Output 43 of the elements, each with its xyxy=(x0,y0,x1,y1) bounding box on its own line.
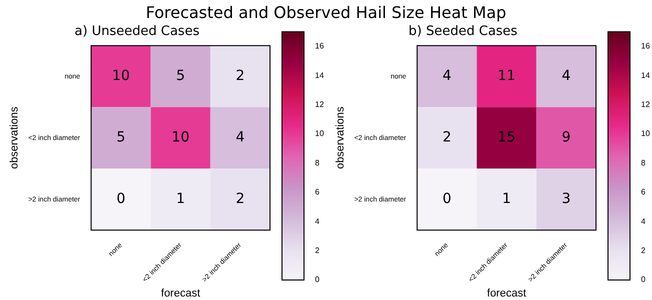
chart-title: a) Unseeded Cases xyxy=(74,24,200,40)
data-label: 1 xyxy=(176,191,186,208)
color-bar-label: 14 xyxy=(315,70,324,80)
data-label: 3 xyxy=(562,191,571,208)
data-label: 9 xyxy=(562,130,571,146)
color-bar-label: 4 xyxy=(315,216,320,226)
data-label: 10 xyxy=(112,68,130,84)
color-bar-label: 2 xyxy=(641,246,646,256)
color-bar-label: 4 xyxy=(641,216,646,226)
color-bar-label: 6 xyxy=(315,188,320,197)
data-label: 2 xyxy=(236,191,245,208)
color-bar-label: 0 xyxy=(641,275,646,284)
data-label: 15 xyxy=(498,130,516,146)
x-axis-title: forecast xyxy=(161,287,200,300)
data-label: 5 xyxy=(116,130,126,146)
color-bar-label: 6 xyxy=(641,188,646,197)
color-bar-label: 14 xyxy=(641,70,650,80)
color-bar-label: 16 xyxy=(641,42,650,51)
y-axis-title: observations xyxy=(8,106,21,170)
data-label: 4 xyxy=(442,68,452,84)
color-bar-label: 10 xyxy=(641,129,650,138)
color-bar-label: 8 xyxy=(315,158,320,168)
chart-title: b) Seeded Cases xyxy=(408,24,518,40)
data-label: 11 xyxy=(498,68,516,84)
data-label: 4 xyxy=(562,68,571,84)
color-bar-label: 12 xyxy=(641,100,650,110)
color-bar-label: 8 xyxy=(641,158,646,168)
color-bar-label: 2 xyxy=(315,246,320,256)
color-bar-label: 12 xyxy=(315,100,324,110)
data-label: 5 xyxy=(176,68,186,84)
y-axis-title: observations xyxy=(334,106,347,170)
data-label: 1 xyxy=(502,191,512,208)
data-label: 10 xyxy=(172,130,190,146)
data-label: 2 xyxy=(442,130,452,146)
data-label: 0 xyxy=(442,191,452,208)
x-axis-title: forecast xyxy=(487,287,526,300)
color-bar-label: 0 xyxy=(315,275,320,284)
color-bar-label: 16 xyxy=(315,42,324,51)
data-label: 2 xyxy=(236,68,245,84)
data-label: 4 xyxy=(236,130,245,146)
color-bar-label: 10 xyxy=(315,129,324,138)
text: Forecasted and Observed Hail Size Heat Map xyxy=(144,2,508,24)
data-label: 0 xyxy=(116,191,126,208)
